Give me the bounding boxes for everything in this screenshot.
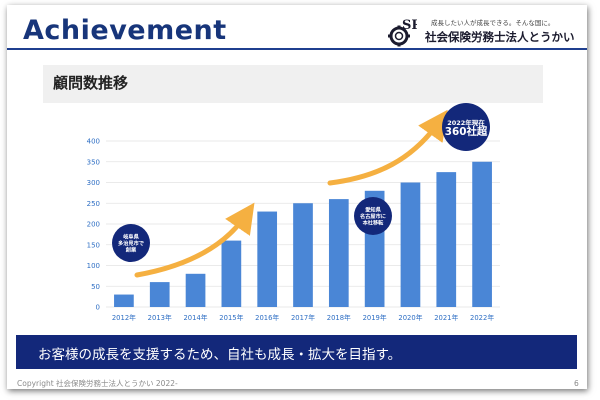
annotation-text: 岐阜県 xyxy=(123,232,139,240)
annotation-text: 本社移転 xyxy=(363,218,385,226)
annotation-badge xyxy=(442,103,490,151)
y-tick-label: 200 xyxy=(87,221,100,229)
slide-header: Achievement SR 成長したい人が成長できる。そんな国に。 社会保険労… xyxy=(7,5,587,53)
page-number: 6 xyxy=(574,379,579,388)
client-count-chart: 0 50 100 150 200 250 300 350 400 2012年 2013年 2014年 2… xyxy=(87,103,500,322)
section-heading-bar: 顧問数推移 xyxy=(43,65,543,103)
y-tick-label: 0 xyxy=(96,304,100,312)
company-name: 社会保険労務士法人とうかい xyxy=(425,30,575,44)
logo-letters: SR xyxy=(402,18,417,33)
annotation-text: 名古屋市に xyxy=(360,212,386,220)
y-tick-label: 400 xyxy=(87,138,100,146)
bar xyxy=(114,294,134,307)
annotation-badge xyxy=(112,224,150,262)
y-tick-label: 250 xyxy=(87,200,100,208)
annotation-badge xyxy=(354,197,392,235)
y-tick-label: 50 xyxy=(91,283,100,291)
message-banner: お客様の成長を支援するため、自社も成長・拡大を目指す。 xyxy=(16,335,577,369)
annotation-text: 360社超 xyxy=(445,125,488,138)
banner-text: お客様の成長を支援するため、自社も成長・拡大を目指す。 xyxy=(38,347,402,363)
x-tick-label: 2017年 xyxy=(291,313,315,322)
y-tick-label: 150 xyxy=(87,241,100,249)
slide: Achievement SR 成長したい人が成長できる。そんな国に。 社会保険労… xyxy=(7,5,587,389)
y-tick-label: 100 xyxy=(87,262,100,270)
x-tick-label: 2021年 xyxy=(434,313,458,322)
bar xyxy=(328,199,349,307)
company-tagline: 成長したい人が成長できる。そんな国に。 xyxy=(431,19,555,27)
bar xyxy=(472,161,492,307)
annotation-text: 多治見市で xyxy=(118,239,144,247)
trend-arrow xyxy=(327,109,448,186)
title-divider xyxy=(7,48,587,50)
x-tick-label: 2022年 xyxy=(470,313,494,322)
bar xyxy=(436,172,457,307)
x-tick-label: 2019年 xyxy=(363,313,387,322)
y-tick-label: 350 xyxy=(87,158,100,166)
company-logo-icon: SR xyxy=(388,18,417,47)
bar xyxy=(149,282,170,307)
copyright-text: Copyright 社会保険労務士法人とうかい 2022- xyxy=(17,379,178,388)
annotation-text: 創業 xyxy=(126,245,137,253)
x-tick-label: 2018年 xyxy=(327,313,351,322)
slide-title: Achievement xyxy=(23,15,227,46)
x-tick-label: 2020年 xyxy=(398,313,422,322)
bar xyxy=(185,273,206,307)
annotation-text: 2022年現在 xyxy=(447,118,485,127)
bar xyxy=(400,182,421,307)
x-tick-label: 2012年 xyxy=(112,313,136,322)
bar xyxy=(257,211,278,307)
x-tick-label: 2016年 xyxy=(255,313,279,322)
bar xyxy=(293,203,313,307)
annotation-text: 愛知県 xyxy=(365,205,381,213)
bar xyxy=(221,240,242,307)
y-tick-label: 300 xyxy=(87,179,100,187)
x-tick-label: 2013年 xyxy=(148,313,172,322)
x-tick-label: 2014年 xyxy=(183,313,207,322)
x-tick-label: 2015年 xyxy=(219,313,243,322)
trend-arrow xyxy=(134,202,255,278)
section-heading: 顧問数推移 xyxy=(53,74,129,92)
